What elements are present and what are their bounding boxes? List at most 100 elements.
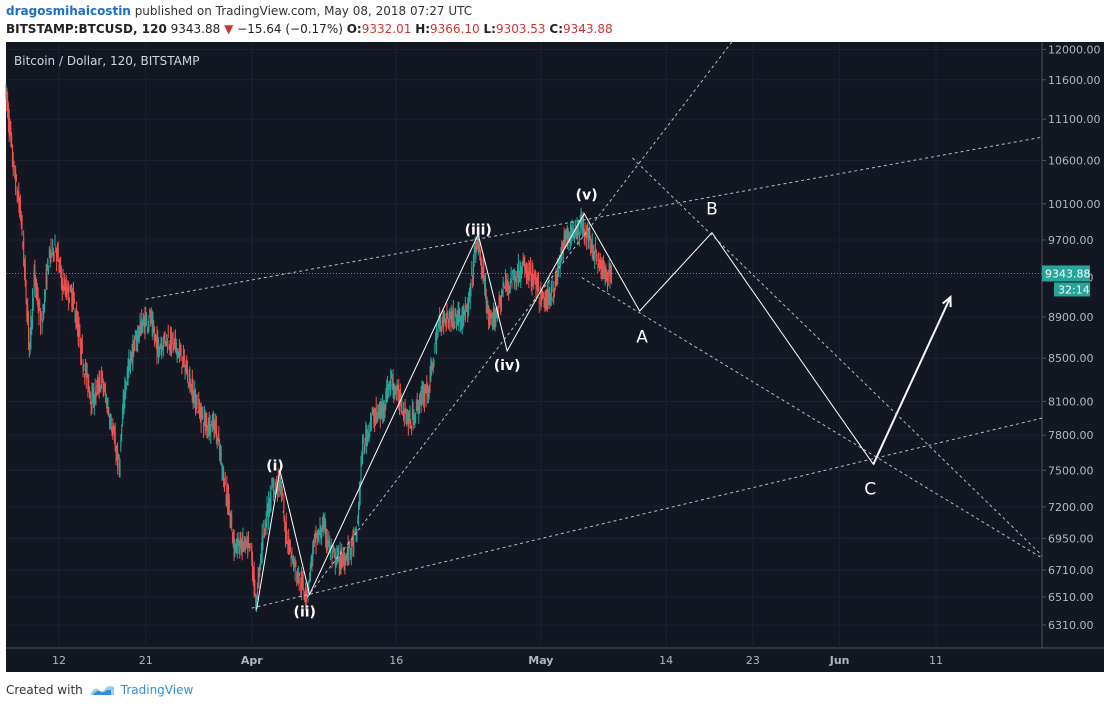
y-tick-label: 6310.00: [1048, 619, 1094, 632]
candle-body: [418, 406, 420, 415]
candle-body: [583, 235, 585, 237]
candle-body: [248, 543, 250, 545]
candle-body: [313, 535, 315, 537]
candle-body: [564, 238, 566, 245]
candle-body: [566, 235, 568, 247]
candle-body: [411, 409, 413, 420]
candle-body: [556, 278, 558, 284]
candle-body: [480, 262, 482, 273]
down-arrow-icon: ▼: [224, 22, 234, 36]
candle-body: [402, 412, 404, 414]
price-chart[interactable]: 12000.00 11600.00 11100.00 10600.00 10100.00…: [0, 42, 1104, 672]
candle-body: [353, 535, 355, 553]
y-tick-label: 10600.00: [1048, 155, 1101, 168]
candle-body: [213, 417, 215, 430]
candle-body: [550, 302, 552, 304]
candle-body: [439, 316, 441, 331]
candle-body: [198, 398, 200, 405]
candle-body: [398, 388, 400, 403]
candle-body: [231, 514, 233, 527]
tradingview-link[interactable]: TradingView: [120, 683, 194, 697]
wave-path: [256, 212, 951, 610]
candle-body: [255, 594, 257, 603]
candle-body: [405, 412, 407, 423]
candle-body: [411, 425, 413, 429]
candle-body: [551, 284, 553, 292]
candle-body: [602, 262, 604, 275]
candle-body: [352, 537, 354, 547]
candle-body: [604, 273, 606, 276]
candle-body: [211, 421, 213, 423]
candle-body: [388, 380, 390, 388]
candle-body: [221, 466, 223, 471]
wave-label: A: [636, 328, 648, 348]
candle-body: [46, 272, 48, 284]
candle-body: [177, 349, 179, 354]
candle-body: [232, 537, 234, 543]
candle-body: [325, 524, 327, 539]
candle-body: [66, 292, 68, 298]
candle-body: [575, 226, 577, 233]
candle-body: [523, 264, 525, 266]
candle-body: [301, 578, 303, 583]
candle-body: [481, 271, 483, 274]
candle-body: [261, 533, 263, 554]
candle-body: [132, 344, 134, 363]
footer: Created with TradingView: [6, 683, 193, 697]
last-price-tag-value: 9343.88: [1045, 267, 1091, 280]
candle-body: [527, 272, 529, 275]
candle-body: [224, 481, 226, 484]
candle-body: [148, 322, 150, 324]
candle-body: [111, 431, 113, 435]
candle-body: [304, 594, 306, 601]
candle-body: [298, 579, 300, 584]
candle-body: [77, 321, 79, 341]
candle-body: [137, 334, 139, 342]
candle-body: [467, 306, 469, 318]
candle-body: [571, 224, 573, 236]
candle-body: [288, 541, 290, 553]
candle-body: [256, 601, 258, 607]
candle-body: [345, 564, 347, 566]
candle-body: [588, 230, 590, 243]
candle-body: [349, 540, 351, 543]
candle-body: [336, 553, 338, 560]
candle-body: [299, 572, 301, 576]
candle-body: [436, 336, 438, 339]
candle-body: [414, 420, 416, 424]
candle-body: [56, 250, 58, 262]
candle-body: [508, 286, 510, 291]
candle-body: [71, 293, 73, 306]
candle-body: [264, 528, 266, 534]
candle-body: [460, 315, 462, 325]
candle-body: [110, 417, 112, 429]
candle-body: [196, 402, 198, 406]
candle-body: [461, 309, 463, 324]
candle-body: [33, 273, 35, 297]
candle-body: [125, 382, 127, 386]
candle-body: [572, 236, 574, 239]
candle-body: [313, 539, 315, 547]
y-tick-label: 8100.00: [1048, 395, 1094, 408]
author-link[interactable]: dragosmihaicostin: [6, 4, 131, 18]
candle-body: [589, 230, 591, 233]
candle-body: [332, 549, 334, 552]
candle-body: [108, 411, 110, 416]
candle-body: [230, 521, 232, 524]
candle-body: [512, 270, 514, 275]
candle-body: [271, 487, 273, 491]
candle-body: [159, 347, 161, 349]
candle-body: [262, 537, 264, 547]
candle-body: [205, 419, 207, 424]
candle-body: [406, 414, 408, 424]
candle-body: [348, 549, 350, 557]
candle-body: [256, 591, 258, 597]
candle-body: [233, 532, 235, 553]
candle-body: [134, 338, 136, 340]
candle-body: [547, 297, 549, 305]
candle-body: [29, 327, 31, 346]
candle-body: [276, 479, 278, 490]
candle-body: [310, 557, 312, 562]
candle-body: [60, 275, 62, 280]
candle-body: [455, 314, 457, 316]
